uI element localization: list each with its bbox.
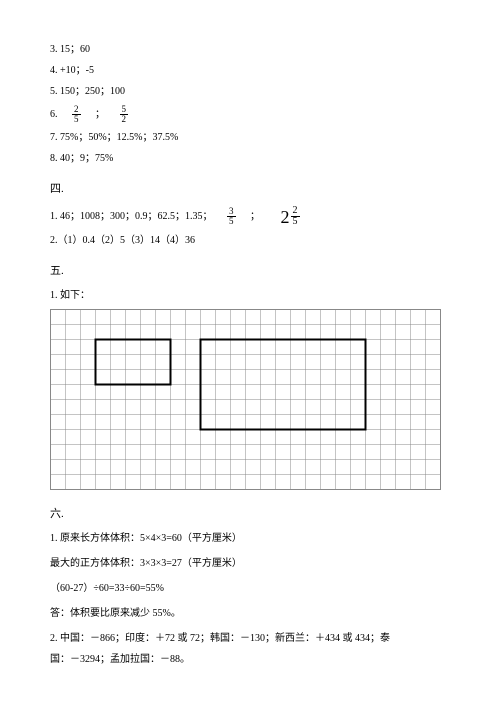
section-5-title: 五. <box>50 262 450 278</box>
sec6-line-5: 2. 中国：－866；印度：＋72 或 72；韩国：－130；新西兰：＋434 … <box>50 631 450 646</box>
sec6-line-3: （60-27）÷60=33÷60=55% <box>50 581 450 596</box>
answer-line-7: 7. 75%；50%；12.5%；37.5% <box>50 130 450 145</box>
mixed-2-2-5: 2 25 <box>281 206 300 227</box>
fraction-3-5: 35 <box>227 207 236 226</box>
sec6-line-1: 1. 原来长方体体积：5×4×3=60（平方厘米） <box>50 531 450 546</box>
answer-line-8: 8. 40；9；75% <box>50 151 450 166</box>
answer-line-5: 5. 150；250；100 <box>50 84 450 99</box>
grid-figure <box>50 309 450 491</box>
fraction-5-2: 52 <box>120 105 129 124</box>
answer-line-4: 4. +10；-5 <box>50 63 450 78</box>
label-6: 6. <box>50 109 58 120</box>
sec4-line-1: 1. 46；1008；300；0.9；62.5；1.35； 35 ； 2 25 <box>50 206 450 227</box>
grid-svg <box>50 309 442 491</box>
semicolon: ； <box>250 211 260 222</box>
answer-line-3: 3. 15；60 <box>50 42 450 57</box>
fraction-2-5: 25 <box>72 105 81 124</box>
answer-line-6: 6. 25 ； 52 <box>50 105 450 124</box>
semicolon: ； <box>95 109 105 120</box>
sec4-line-1-text: 1. 46；1008；300；0.9；62.5；1.35； <box>50 211 213 222</box>
sec6-line-4: 答：体积要比原来减少 55%。 <box>50 606 450 621</box>
section-4-title: 四. <box>50 180 450 196</box>
sec4-line-2: 2.（1）0.4（2）5（3）14（4）36 <box>50 233 450 248</box>
sec6-line-2: 最大的正方体体积：3×3×3=27（平方厘米） <box>50 556 450 571</box>
sec6-line-6: 国：－3294；孟加拉国：－88。 <box>50 652 450 667</box>
section-6-title: 六. <box>50 505 450 521</box>
sec5-line-1: 1. 如下： <box>50 288 450 303</box>
